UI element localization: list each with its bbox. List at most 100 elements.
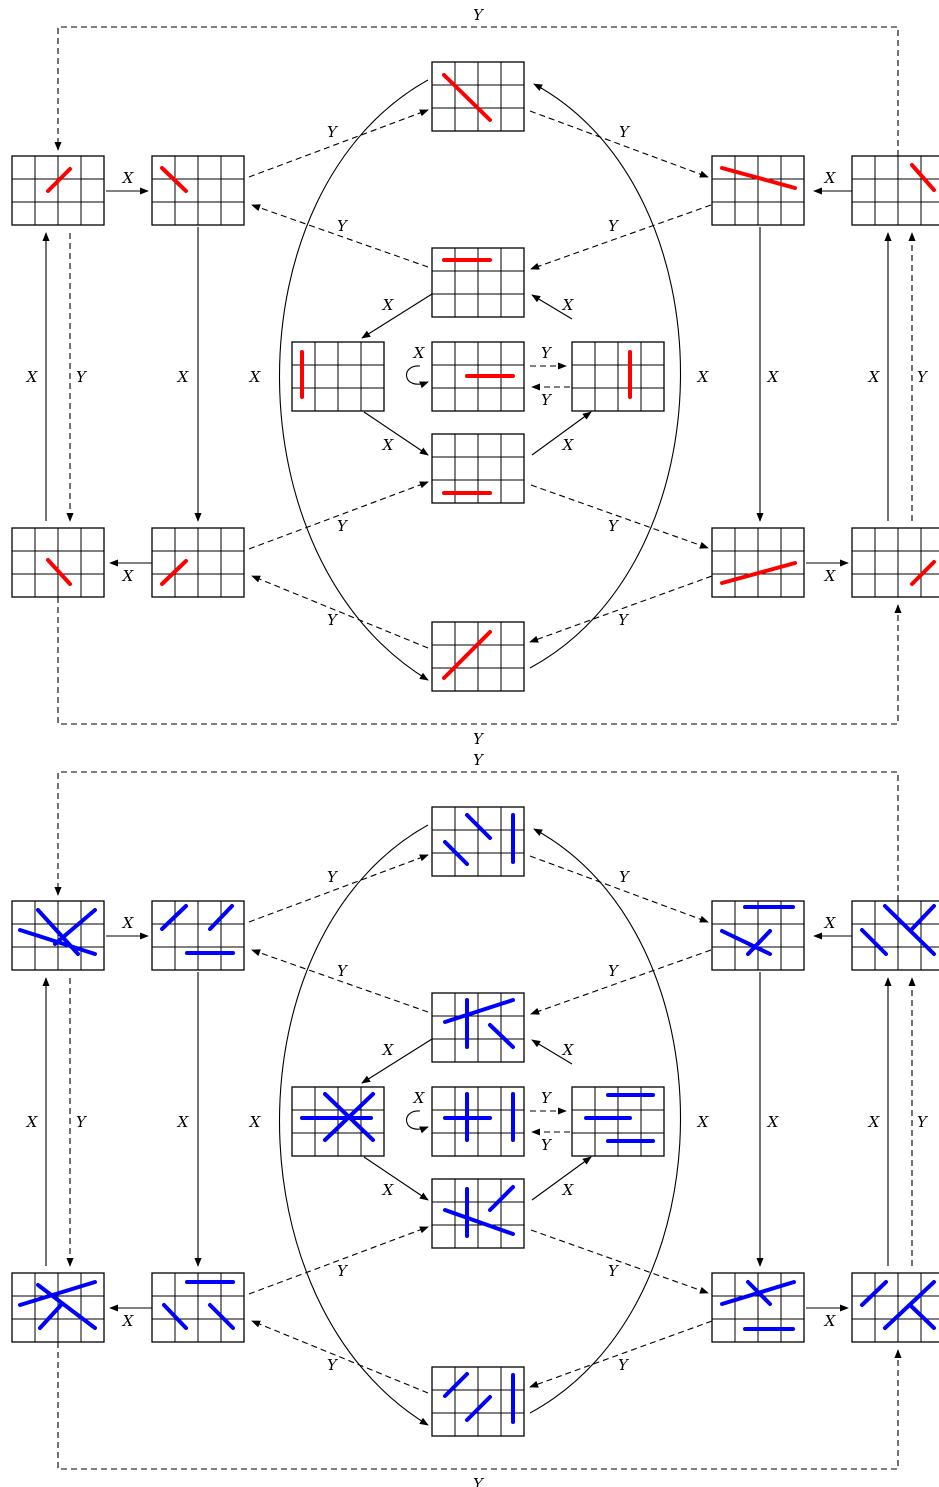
grid-d [431,1178,525,1249]
colored-line-segment [53,908,97,946]
edge-label-x: X [122,914,135,932]
outer-top-loop [54,26,899,156]
colored-line-segment [442,630,492,680]
colored-line-segment [46,558,72,586]
edge-label-x: X [382,436,395,454]
colored-line-segment [160,904,188,931]
edge-label-y: Y [337,517,349,535]
grid-c [431,341,525,412]
colored-line-segment [910,163,936,192]
edge-label-y: Y [917,1113,929,1131]
edge-y [251,575,429,649]
grid-ml [291,341,385,412]
colored-line-segment [36,908,80,956]
edge-label-y: Y [917,368,929,386]
edge-label-y: Y [618,1356,630,1374]
colored-line-segment [720,561,797,585]
edge-label-x: X [824,1312,837,1330]
edge-x [361,1038,433,1084]
grid-l2 [151,155,245,226]
outer-bottom-loop [57,597,902,725]
edge-label-y: Y [337,962,349,980]
colored-line-segment [36,1283,97,1330]
edge-x [363,1156,429,1201]
edge-label-x: X [249,1113,262,1131]
edge-label-x: X [697,1113,710,1131]
edge-label-x: X [26,368,39,386]
left-arc-edge [279,824,429,1426]
edge-y [248,109,429,178]
bottom-diagram: X X X X X Y X X X Y Y Y Y Y Y Y Y Y X X X X Y Y Y Y X X X [11,751,939,1487]
edge-x [531,294,573,320]
edge-label-y: Y [608,217,620,235]
colored-line-segment [46,167,72,193]
edge-label-x: X [382,296,395,314]
grid-bl2 [151,1272,245,1343]
edge-label-x: X [767,1113,780,1131]
right-arc-edge [529,828,681,1414]
colored-line-segment [323,1092,375,1142]
edge-label-y: Y [327,123,339,141]
edge-y [248,1226,429,1295]
edge-label-x: X [562,436,575,454]
self-loop-edge [406,1110,429,1134]
colored-line-segment [860,928,888,956]
edge-x [531,1039,573,1065]
colored-line-segment [465,1395,492,1422]
edge-label-y: Y [337,1262,349,1280]
colored-line-segment [860,1280,888,1307]
colored-line-segment [720,166,797,190]
grid-r2 [711,900,805,971]
colored-line-segment [488,1185,515,1212]
colored-line-segment [208,1303,235,1330]
edge-label-x: X [413,1089,426,1107]
grid-u [431,247,525,318]
edge-y [529,855,709,923]
edge-label-y: Y [327,868,339,886]
edge-y [248,481,429,550]
grid-br2 [711,527,805,598]
colored-line-segment [443,840,469,866]
edge-label-y: Y [608,517,620,535]
grid-u [431,992,525,1063]
edge-label-x: X [177,1113,190,1131]
edge-label-y: Y [473,730,485,748]
grid-mr [571,341,665,412]
grid-r1 [851,155,939,226]
edge-label-x: X [697,368,710,386]
edge-y [251,204,429,268]
edge-label-x: X [26,1113,39,1131]
edge-label-y: Y [541,1136,553,1154]
colored-line-segment [746,1280,772,1306]
colored-line-segment [18,1280,97,1307]
edge-label-x: X [868,1113,881,1131]
edge-label-y: Y [473,1475,485,1487]
edge-label-y: Y [76,368,88,386]
edge-label-y: Y [608,1262,620,1280]
colored-line-segment [38,1302,64,1330]
grid-t [431,61,525,132]
edge-y [530,484,709,549]
grid-ml [291,1086,385,1157]
colored-line-segment [910,904,936,931]
colored-line-segment [160,559,188,586]
edge-label-y: Y [327,1356,339,1374]
grid-bl1 [11,527,105,598]
edge-y [251,949,429,1013]
edge-label-y: Y [608,962,620,980]
colored-line-segment [908,1303,936,1330]
edge-label-y: Y [619,868,631,886]
left-arc-edge [279,79,429,681]
colored-line-segment [442,73,492,122]
edge-label-y: Y [541,1089,553,1107]
edge-label-x: X [767,368,780,386]
edge-label-x: X [122,567,135,585]
grid-t [431,806,525,877]
colored-line-segment [208,904,234,931]
edge-x [363,411,429,456]
edge-label-x: X [413,344,426,362]
edge-y [530,204,712,270]
edge-label-y: Y [473,6,485,24]
grid-l2 [151,900,245,971]
